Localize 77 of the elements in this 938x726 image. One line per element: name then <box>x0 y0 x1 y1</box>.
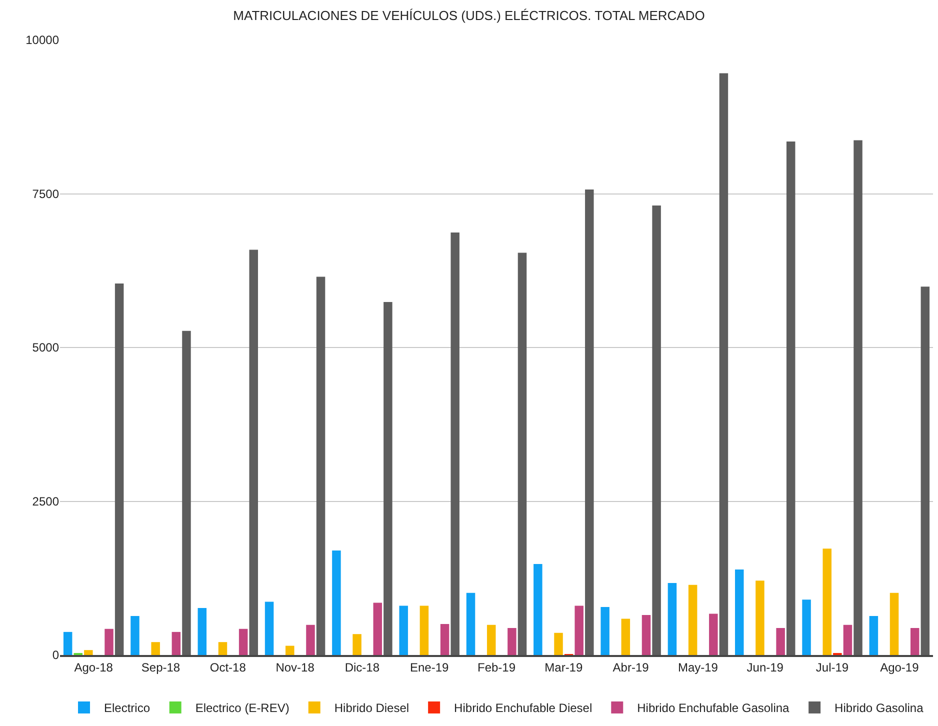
bar <box>735 570 744 655</box>
bar <box>63 632 72 655</box>
bar <box>373 602 382 655</box>
bar <box>600 607 610 655</box>
bar <box>518 252 527 655</box>
bar <box>182 330 191 655</box>
y-tick-label: 10000 <box>26 33 60 48</box>
legend-label: Hibrido Enchufable Diesel <box>454 701 592 716</box>
x-tick-label: May-19 <box>678 660 718 674</box>
bar <box>668 583 677 655</box>
bar <box>910 628 920 655</box>
bar <box>440 624 450 655</box>
bar <box>869 616 878 655</box>
x-tick-label: Ene-19 <box>410 660 450 674</box>
bar <box>786 141 796 655</box>
x-tick-label: Abr-19 <box>612 660 650 674</box>
bar <box>822 548 832 655</box>
bar <box>709 614 718 655</box>
legend-label: Hibrido Gasolina <box>834 701 924 716</box>
bar <box>352 634 362 655</box>
x-tick-label: Feb-19 <box>477 660 516 674</box>
y-tick-label: 5000 <box>32 340 60 355</box>
bar <box>130 616 140 655</box>
y-tick-label: 7500 <box>32 186 60 201</box>
bar <box>719 73 728 655</box>
bar <box>264 602 274 655</box>
x-tick-label: Ago-19 <box>880 660 920 674</box>
bar <box>238 628 248 655</box>
bar <box>508 628 516 655</box>
x-tick-label: Jun-19 <box>746 660 784 674</box>
x-tick-label: Mar-19 <box>544 660 583 674</box>
x-tick-label: Dic-18 <box>344 660 380 674</box>
bar <box>399 606 408 655</box>
bar <box>802 600 811 655</box>
x-tick-label: Ago-18 <box>74 660 114 674</box>
bar <box>218 642 228 655</box>
bar <box>286 646 294 655</box>
bar <box>104 628 114 655</box>
bar <box>198 608 207 655</box>
x-tick-label: Nov-18 <box>276 660 315 674</box>
x-tick-label: Oct-18 <box>210 660 246 674</box>
bar <box>642 615 651 655</box>
legend-label: Hibrido Enchufable Gasolina <box>637 701 790 716</box>
bar <box>466 592 476 655</box>
bar <box>890 592 899 655</box>
bar <box>652 205 661 655</box>
bar <box>585 189 594 655</box>
bar <box>316 276 326 655</box>
bar <box>574 606 584 655</box>
bar <box>84 650 93 655</box>
bar <box>554 632 563 655</box>
legend-label: Electrico <box>104 701 150 716</box>
bar <box>854 140 862 655</box>
bar <box>332 550 341 655</box>
x-tick-label: Jul-19 <box>816 660 849 674</box>
bar <box>450 232 460 655</box>
bar <box>621 618 630 655</box>
bar <box>756 580 764 655</box>
bar <box>843 624 852 655</box>
bar <box>486 624 496 655</box>
bar <box>249 250 258 655</box>
bar <box>114 284 124 655</box>
bar <box>420 606 429 655</box>
chart-title: MATRICULACIONES DE VEHÍCULOS (UDS.) ELÉCTRICOS. TOTAL MERCADO <box>233 8 705 23</box>
legend-label: Hibrido Diesel <box>334 701 410 716</box>
legend-label: Electrico (E-REV) <box>195 701 290 716</box>
bar <box>776 628 785 655</box>
bar <box>688 584 698 655</box>
bar <box>920 286 930 655</box>
bar <box>172 632 181 655</box>
bar <box>534 564 542 655</box>
bar <box>306 624 315 655</box>
y-tick-label: 0 <box>52 648 60 662</box>
x-tick-label: Sep-18 <box>141 660 180 674</box>
bar <box>151 642 160 655</box>
y-tick-label: 2500 <box>32 494 60 508</box>
bar <box>384 302 392 655</box>
